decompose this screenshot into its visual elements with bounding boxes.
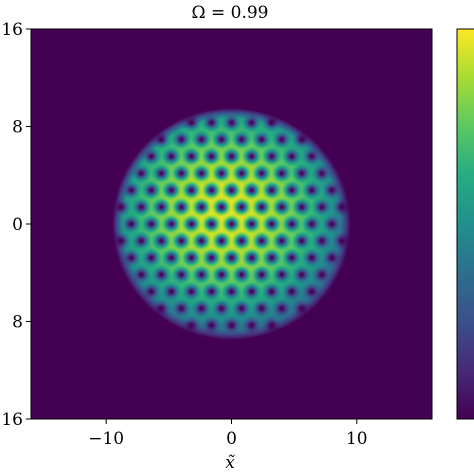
x-axis-label: x̃ [225, 453, 235, 473]
x-tick-label: −10 [88, 429, 124, 449]
colorbar-gradient [457, 29, 474, 419]
y-tick-label: 8 [12, 118, 23, 138]
plot-area [30, 28, 433, 420]
y-axis: 16 8 0 8 16 [1, 20, 31, 430]
colorbar [456, 28, 474, 420]
x-tick-label: 0 [226, 429, 237, 449]
y-tick-label: 8 [12, 313, 23, 333]
x-axis: −10 0 10 [88, 419, 368, 449]
y-tick-label: 16 [1, 410, 23, 430]
y-tick-label: 0 [12, 215, 23, 235]
density-heatmap [31, 29, 432, 419]
x-tick-label: 10 [346, 429, 368, 449]
y-tick-label: 16 [1, 20, 23, 40]
chart-title: Ω = 0.99 [192, 3, 269, 23]
colorbar-frame [456, 28, 474, 420]
